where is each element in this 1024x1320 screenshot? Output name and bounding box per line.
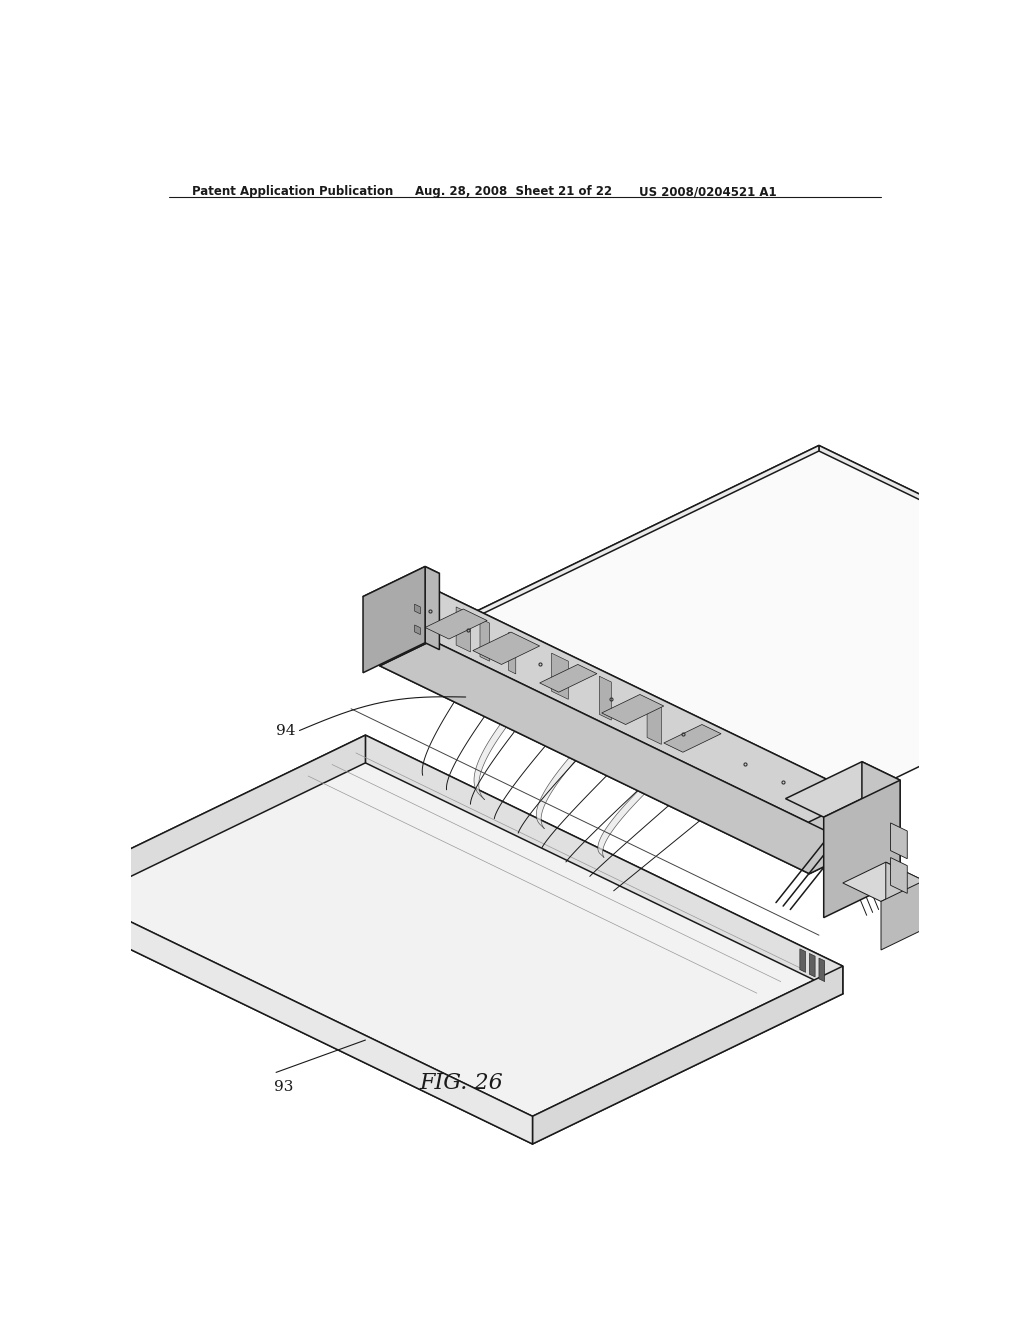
Polygon shape	[664, 725, 721, 752]
Polygon shape	[366, 735, 843, 994]
Polygon shape	[819, 958, 824, 982]
Text: 93: 93	[273, 1080, 293, 1094]
Polygon shape	[785, 762, 900, 817]
Polygon shape	[480, 619, 489, 661]
Polygon shape	[800, 949, 806, 973]
Polygon shape	[891, 858, 907, 894]
Polygon shape	[886, 862, 924, 929]
Polygon shape	[809, 796, 862, 874]
Polygon shape	[364, 566, 439, 603]
Polygon shape	[552, 653, 568, 700]
Text: 94: 94	[276, 723, 296, 738]
Polygon shape	[509, 632, 516, 675]
Polygon shape	[823, 780, 900, 917]
Polygon shape	[540, 664, 597, 692]
Text: US 2008/0204521 A1: US 2008/0204521 A1	[639, 185, 776, 198]
Polygon shape	[380, 640, 862, 874]
Polygon shape	[473, 632, 540, 664]
Polygon shape	[891, 822, 907, 859]
Text: Aug. 28, 2008  Sheet 21 of 22: Aug. 28, 2008 Sheet 21 of 22	[416, 185, 612, 198]
Polygon shape	[375, 445, 1024, 845]
Polygon shape	[647, 700, 662, 744]
Text: Patent Application Publication: Patent Application Publication	[193, 185, 393, 198]
Polygon shape	[55, 735, 366, 913]
Polygon shape	[843, 862, 924, 902]
Polygon shape	[599, 676, 611, 721]
Polygon shape	[809, 953, 815, 977]
Polygon shape	[364, 566, 425, 673]
Text: FIG. 26: FIG. 26	[420, 1072, 504, 1094]
Polygon shape	[532, 966, 843, 1144]
Polygon shape	[602, 694, 664, 725]
Polygon shape	[862, 762, 900, 880]
Polygon shape	[55, 886, 532, 1144]
Polygon shape	[537, 725, 604, 829]
Polygon shape	[375, 445, 819, 665]
Polygon shape	[425, 566, 439, 649]
Polygon shape	[415, 605, 420, 614]
Polygon shape	[380, 589, 862, 822]
Polygon shape	[819, 445, 1024, 636]
Polygon shape	[380, 589, 432, 665]
Polygon shape	[432, 589, 862, 849]
Polygon shape	[598, 759, 676, 858]
Polygon shape	[380, 614, 809, 874]
Polygon shape	[456, 607, 470, 652]
Polygon shape	[425, 609, 487, 639]
Polygon shape	[55, 735, 843, 1117]
Polygon shape	[881, 880, 924, 950]
Polygon shape	[415, 624, 420, 635]
Polygon shape	[474, 690, 532, 800]
